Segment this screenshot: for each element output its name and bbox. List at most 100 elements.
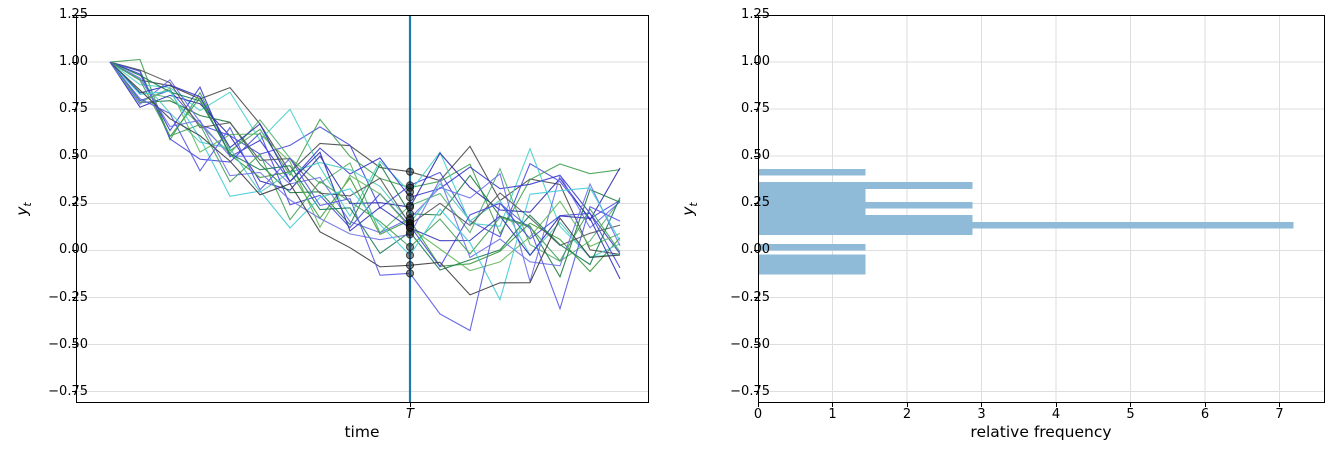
series-line (109, 61, 621, 279)
series-line (109, 61, 621, 280)
histogram-bar (758, 228, 973, 235)
series-line (109, 61, 621, 258)
x-tick-label: 3 (977, 407, 986, 422)
y-tickmark (754, 155, 758, 157)
scatter-point (405, 242, 415, 252)
y-tick-label: 0.00 (741, 242, 770, 258)
histogram-bar (758, 254, 866, 262)
series-line (109, 61, 621, 269)
y-tick-label: −0.75 (48, 383, 88, 399)
x-tick-label: 5 (1126, 407, 1135, 422)
scatter-point (405, 261, 415, 270)
y-tickmark (72, 155, 76, 157)
x-tickmark (906, 403, 908, 407)
y-tick-label: 0.75 (741, 101, 770, 117)
x-tick-label: 1 (828, 407, 837, 422)
scatter-point (405, 251, 415, 260)
y-tickmark (754, 391, 758, 393)
x-tickmark (1204, 403, 1206, 407)
scatter-point (405, 193, 415, 202)
series-line (109, 61, 621, 255)
series-line (109, 61, 621, 302)
series-line (109, 61, 621, 255)
y-tick-label: 0.00 (59, 242, 88, 258)
x-tick-label: 0 (753, 407, 763, 422)
y-tick-label: −0.50 (730, 336, 770, 352)
histogram-bar (758, 169, 866, 176)
right-ylabel-sub: t (687, 202, 701, 207)
y-tickmark (72, 108, 76, 110)
y-tick-label: −0.50 (48, 336, 88, 352)
y-tickmark (754, 61, 758, 63)
left-xaxis-label: time (344, 423, 380, 441)
series-line (109, 61, 621, 271)
histogram-bar (758, 208, 866, 216)
x-tick-label: 4 (1051, 407, 1061, 422)
y-tickmark (72, 391, 76, 393)
x-tickmark (409, 403, 411, 407)
x-tick-label: 7 (1275, 407, 1284, 422)
x-tickmark (757, 403, 759, 407)
y-tick-label: −0.75 (730, 383, 770, 399)
y-tick-label: 1.25 (741, 7, 770, 22)
y-tick-label: 0.25 (59, 195, 88, 211)
x-tickmark (1279, 403, 1280, 407)
histogram-bar (758, 202, 973, 209)
histogram-bar (758, 188, 866, 196)
scatter-point (405, 230, 415, 239)
y-tick-label: 0.50 (59, 148, 88, 164)
histogram-bar (758, 215, 973, 222)
x-tickmark (981, 403, 982, 407)
y-tickmark (754, 344, 758, 345)
series-line (109, 58, 621, 235)
y-tickmark (754, 249, 758, 251)
y-tick-label: 0.50 (741, 148, 770, 164)
left-axes (76, 15, 649, 403)
series-line (109, 61, 621, 247)
series-line (109, 61, 621, 262)
left-xtick-label-T: T (406, 407, 414, 422)
y-tick-label: −0.25 (730, 289, 770, 305)
y-tickmark (72, 249, 76, 251)
series-line (109, 61, 621, 296)
y-tick-label: 1.00 (741, 54, 770, 70)
axes-frame (76, 15, 649, 403)
y-tickmark (754, 108, 758, 110)
series-line (109, 61, 621, 332)
series-line (109, 61, 621, 272)
histogram-bar (758, 221, 1294, 229)
y-tick-label: 0.25 (741, 195, 770, 211)
x-tick-label: 6 (1200, 407, 1210, 422)
axes-frame (758, 15, 1325, 403)
series-line (109, 61, 621, 222)
y-tickmark (72, 14, 76, 16)
series-line (109, 61, 621, 284)
y-tickmark (72, 297, 76, 298)
y-tickmark (754, 14, 758, 16)
x-tickmark (1055, 403, 1057, 407)
right-xaxis-label: relative frequency (970, 423, 1112, 441)
x-tick-label: 2 (902, 407, 912, 422)
scatter-point (405, 202, 415, 212)
y-tickmark (754, 202, 758, 204)
histogram-bar (758, 243, 866, 251)
right-axes (758, 15, 1325, 403)
y-tick-label: 0.75 (59, 101, 88, 117)
y-tick-label: 1.25 (59, 7, 88, 22)
histogram-bar (758, 182, 973, 189)
scatter-point (405, 269, 415, 278)
y-tick-label: 1.00 (59, 54, 88, 70)
histogram-bar (758, 267, 866, 275)
right-ylabel-main: y (679, 206, 697, 216)
x-tickmark (832, 403, 833, 407)
histogram-bar (758, 261, 866, 268)
histogram-bar (758, 195, 866, 202)
y-tick-label: −0.25 (48, 289, 88, 305)
y-tickmark (72, 61, 76, 63)
series-line (109, 61, 621, 238)
y-tickmark (72, 202, 76, 204)
y-tickmark (754, 297, 758, 298)
x-tickmark (1130, 403, 1131, 407)
scatter-point (405, 167, 415, 176)
